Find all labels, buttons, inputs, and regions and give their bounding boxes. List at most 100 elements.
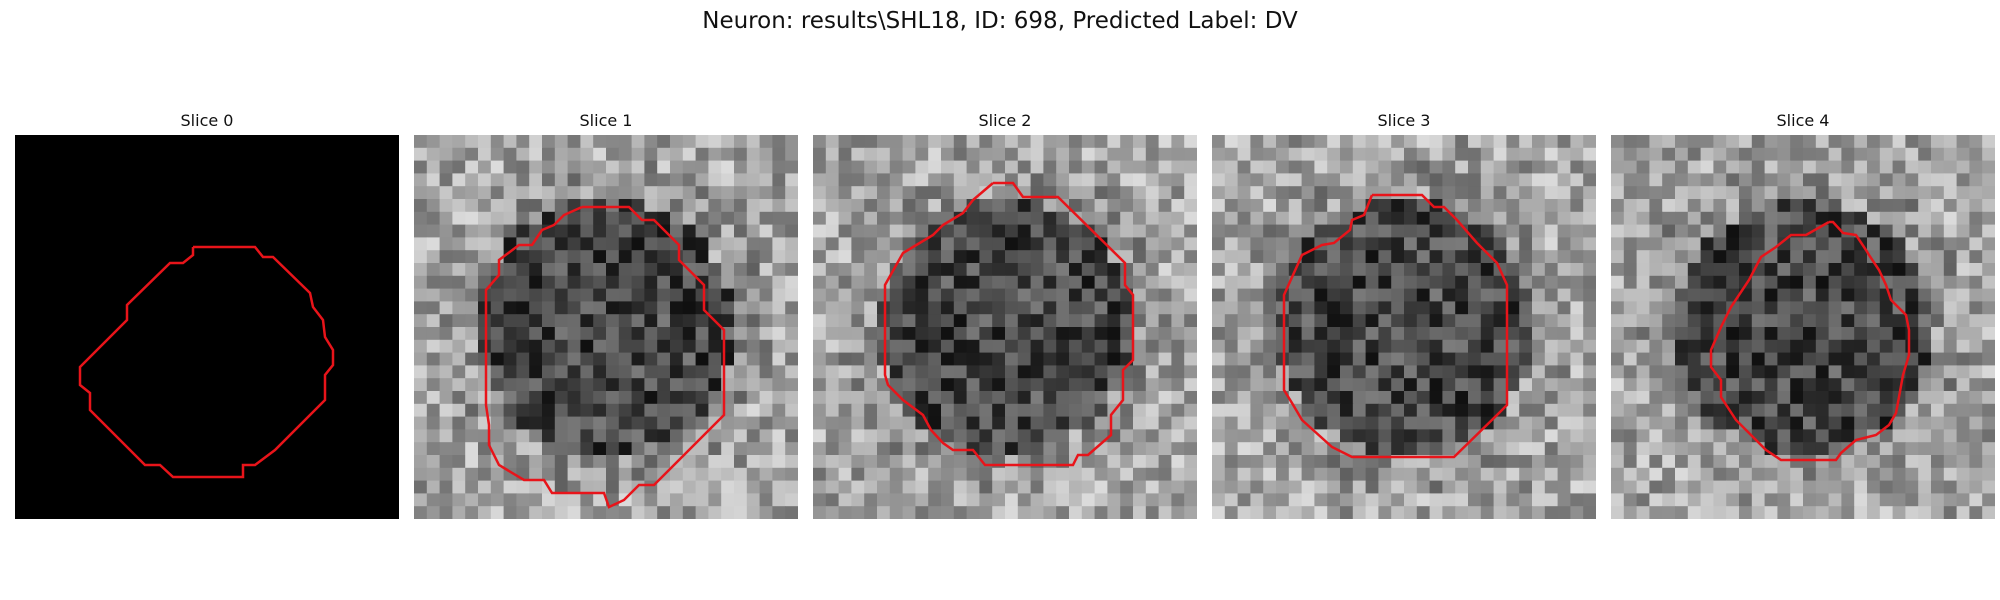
pixel	[695, 263, 709, 277]
pixel	[657, 288, 671, 302]
pixel	[1751, 378, 1766, 392]
pixel	[1378, 288, 1392, 302]
pixel	[1611, 480, 1625, 494]
pixel	[1687, 250, 1702, 264]
pixel	[657, 352, 671, 366]
pixel	[825, 211, 840, 226]
pixel	[1841, 455, 1855, 469]
pixel	[1506, 275, 1520, 290]
pixel	[1751, 352, 1766, 366]
pixel	[1675, 301, 1689, 315]
pixel	[1918, 237, 1932, 251]
pixel	[1378, 391, 1392, 405]
pixel	[1493, 365, 1507, 379]
pixel	[1352, 493, 1367, 507]
pixel	[1544, 250, 1559, 264]
pixel	[1841, 288, 1855, 302]
pixel	[1854, 250, 1868, 264]
pixel	[1828, 506, 1842, 519]
pixel	[1713, 173, 1727, 187]
pixel	[670, 263, 684, 277]
pixel	[1570, 186, 1584, 200]
pixel	[554, 263, 569, 277]
pixel	[567, 403, 581, 418]
pixel	[864, 275, 878, 290]
pixel	[746, 442, 761, 456]
pixel	[1506, 403, 1520, 418]
pixel	[1301, 173, 1315, 187]
pixel	[851, 224, 865, 238]
pixel	[734, 365, 748, 379]
pixel	[1764, 352, 1778, 366]
pixel	[1263, 416, 1277, 430]
pixel	[516, 211, 530, 226]
pixel	[1327, 250, 1341, 264]
pixel	[1184, 173, 1197, 187]
pixel	[1327, 160, 1341, 174]
pixel	[1828, 147, 1842, 162]
pixel	[503, 352, 517, 366]
pixel	[759, 288, 773, 302]
pixel	[606, 391, 620, 405]
pixel	[825, 378, 840, 392]
pixel	[1416, 135, 1431, 149]
pixel	[813, 224, 827, 238]
pixel	[580, 135, 594, 149]
pixel	[1120, 314, 1134, 328]
pixel	[734, 224, 748, 238]
pixel	[851, 506, 865, 519]
pixel	[1056, 186, 1070, 200]
pixel	[734, 391, 748, 405]
pixel	[567, 429, 581, 443]
pixel	[1519, 506, 1533, 519]
pixel	[1081, 199, 1096, 213]
pixel	[1879, 352, 1894, 366]
pixel	[1557, 467, 1571, 482]
pixel	[1739, 147, 1753, 162]
pixel	[1544, 403, 1559, 418]
pixel	[1107, 455, 1121, 469]
pixel	[1184, 352, 1197, 366]
pixel	[1583, 416, 1596, 430]
pixel	[1751, 455, 1766, 469]
pixel	[1777, 211, 1791, 226]
pixel	[1583, 173, 1596, 187]
pixel	[928, 275, 942, 290]
pixel	[721, 493, 735, 507]
pixel	[1237, 160, 1251, 174]
pixel	[941, 493, 955, 507]
pixel	[889, 211, 904, 226]
pixel	[682, 147, 697, 162]
pixel	[503, 211, 517, 226]
pixel	[490, 173, 505, 187]
pixel	[1455, 416, 1469, 430]
pixel	[567, 391, 581, 405]
pixel	[1493, 160, 1507, 174]
pixel	[759, 365, 773, 379]
pixel	[1365, 391, 1379, 405]
pixel	[928, 147, 942, 162]
pixel	[657, 493, 671, 507]
pixel	[838, 147, 852, 162]
pixel	[708, 327, 722, 341]
pixel	[1365, 467, 1379, 482]
pixel	[785, 391, 798, 405]
pixel	[1803, 429, 1817, 443]
pixel	[1416, 288, 1431, 302]
pixel	[1803, 314, 1817, 328]
pixel	[1120, 493, 1134, 507]
pixel	[1237, 455, 1251, 469]
pixel	[644, 250, 658, 264]
pixel	[618, 173, 633, 187]
pixel	[1867, 288, 1881, 302]
pixel	[1416, 506, 1431, 519]
pixel	[606, 339, 620, 354]
pixel	[1636, 352, 1650, 366]
pixel	[1918, 314, 1932, 328]
pixel	[1314, 467, 1328, 482]
pixel	[941, 224, 955, 238]
pixel	[1429, 455, 1443, 469]
pixel	[1803, 250, 1817, 264]
pixel	[1969, 327, 1983, 341]
pixel	[1918, 327, 1932, 341]
